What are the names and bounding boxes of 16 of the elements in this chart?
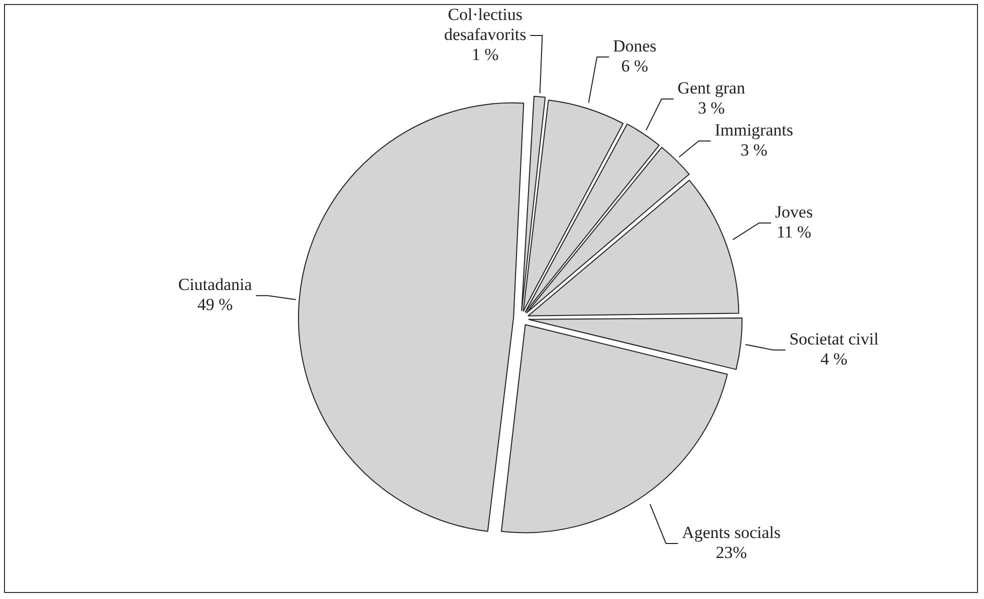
- data-label: 23%: [716, 542, 747, 562]
- slice-label: Dones: [612, 36, 656, 56]
- data-label: 1 %: [472, 44, 499, 64]
- slice-label: Immigrants: [714, 120, 794, 140]
- data-label: 6 %: [621, 56, 648, 76]
- slice-label: Societat civil: [789, 329, 879, 348]
- data-label: 3 %: [698, 98, 725, 118]
- data-label: 11 %: [776, 222, 812, 242]
- slice-label: Joves: [775, 202, 813, 222]
- slice-label: Ciutadania: [178, 275, 252, 294]
- data-label: 4 %: [820, 349, 848, 368]
- data-label: 3 %: [740, 140, 768, 160]
- slice-label: Gent gran: [678, 78, 746, 98]
- data-label: 49 %: [197, 295, 233, 314]
- slice-label: Agents socials: [682, 522, 781, 542]
- slice-label: Col·lectius desafavorits: [444, 4, 526, 44]
